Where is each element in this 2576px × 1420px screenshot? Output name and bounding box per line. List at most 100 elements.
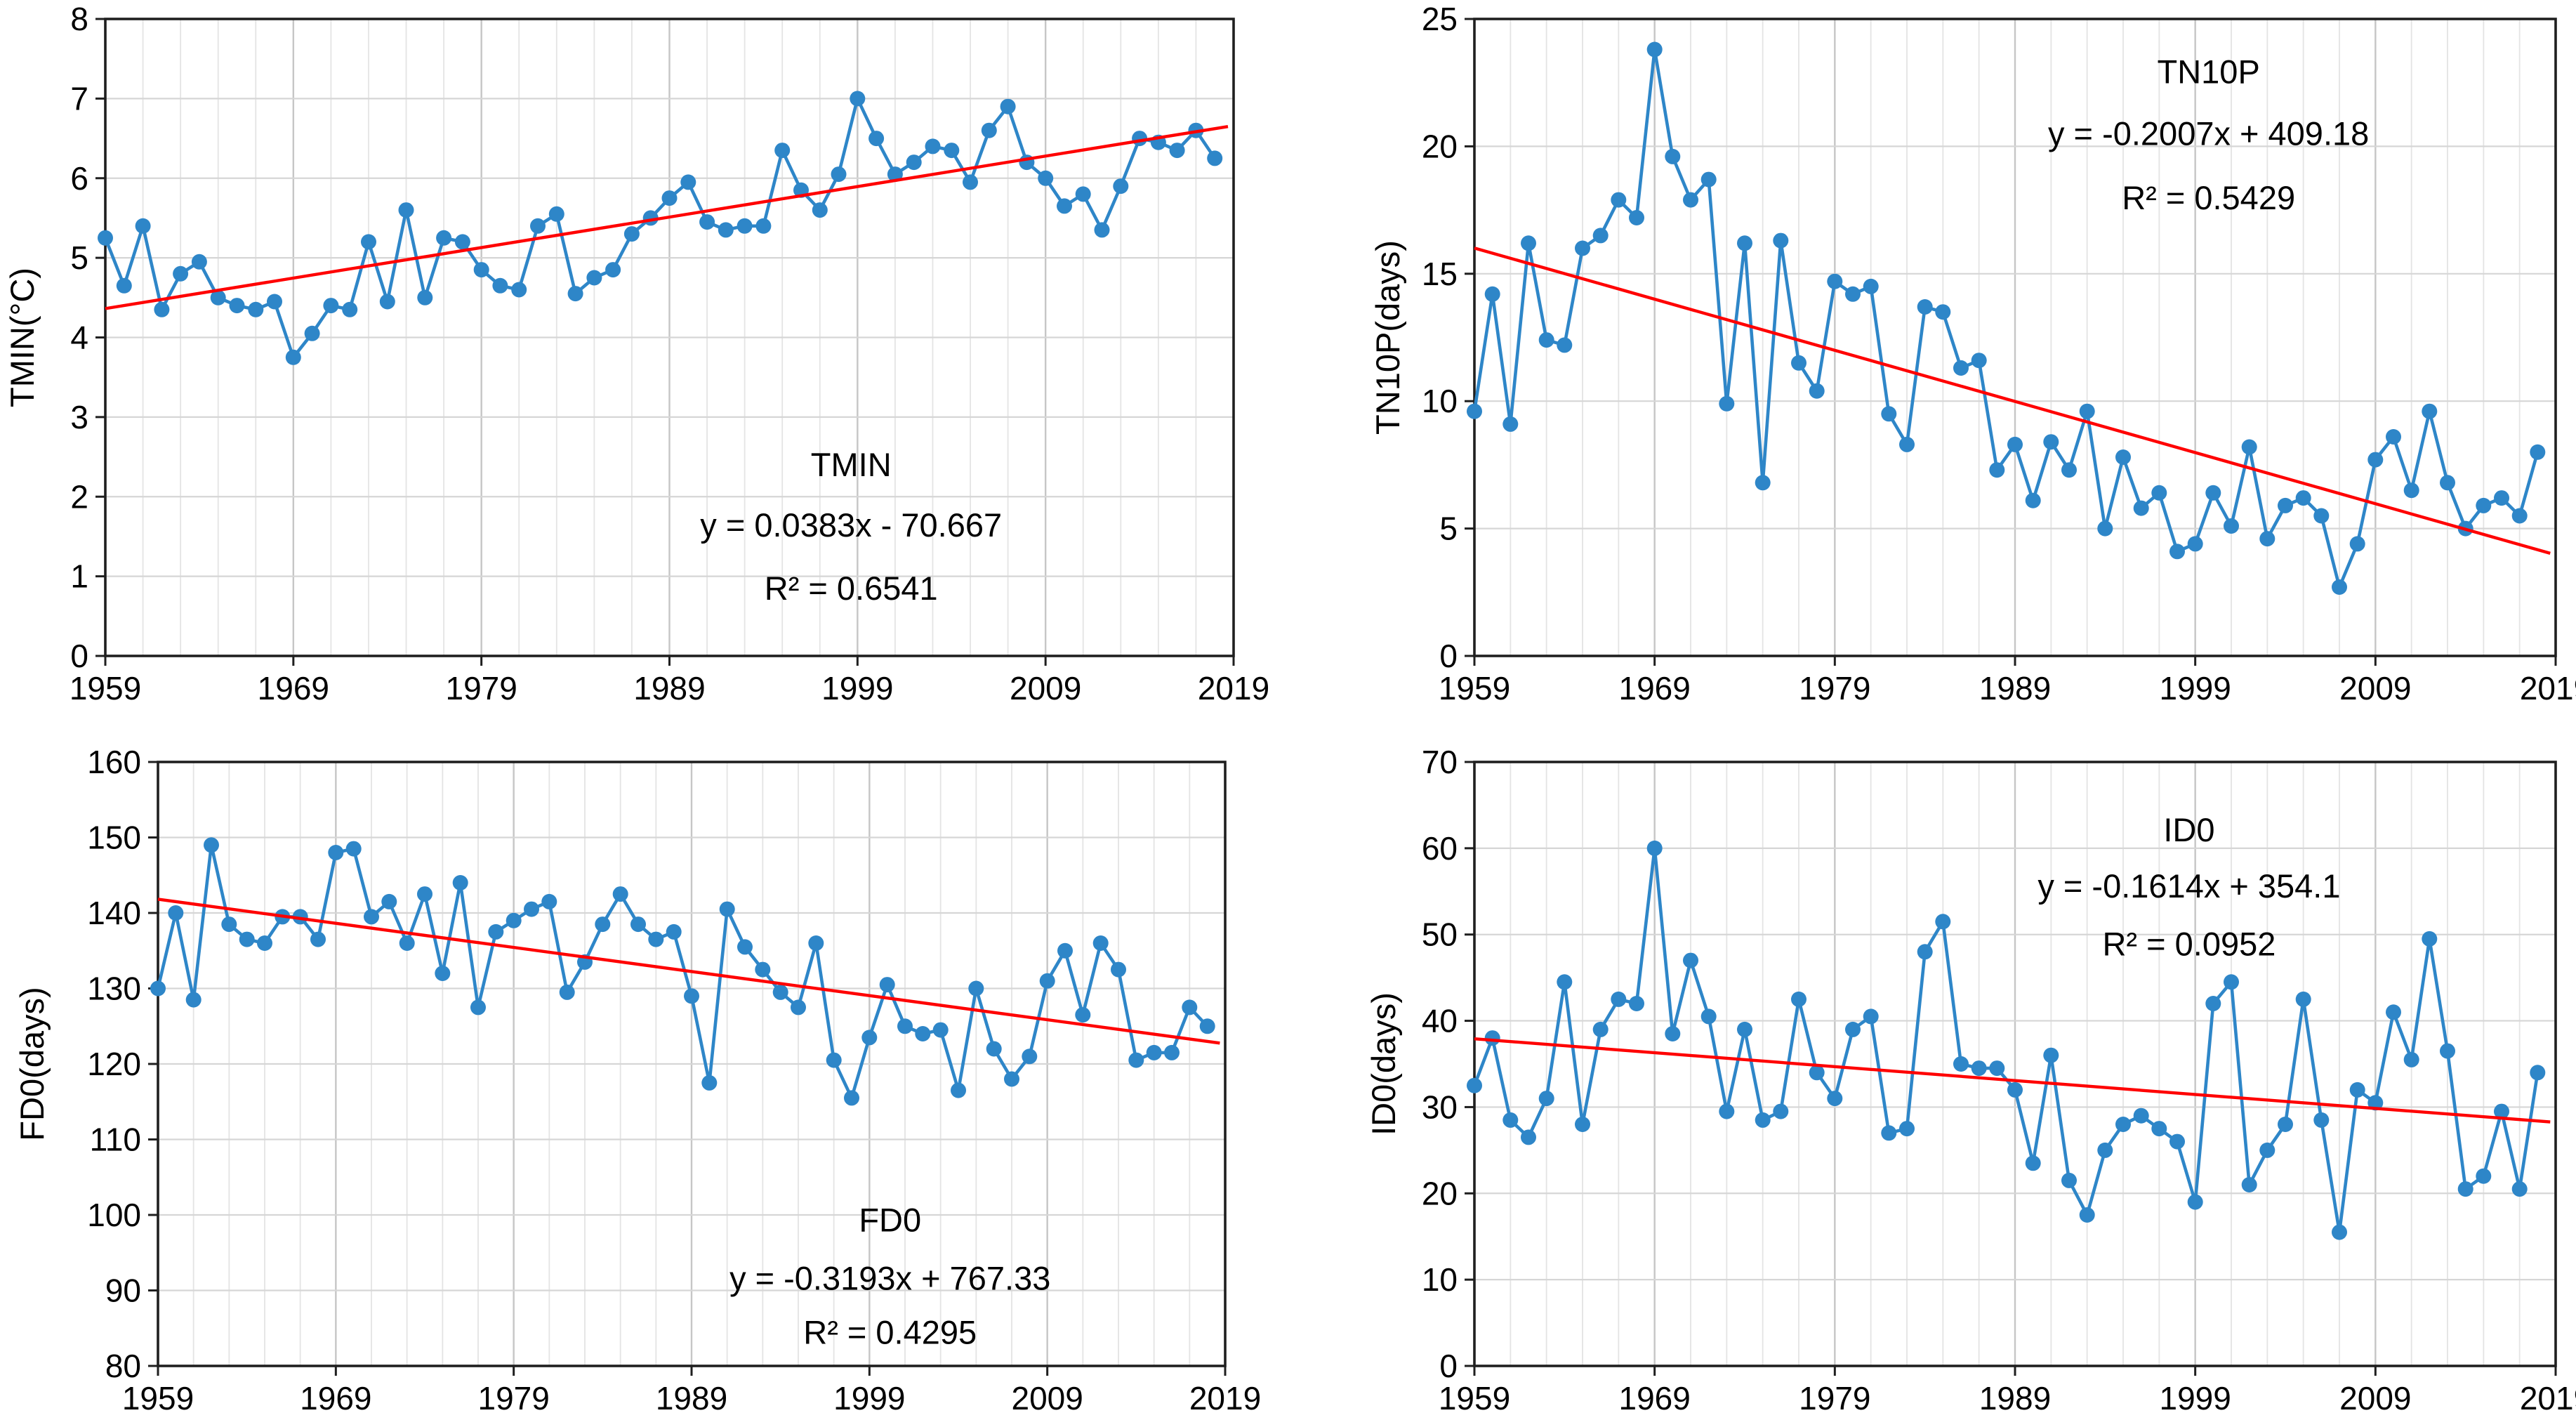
svg-text:2019: 2019 xyxy=(2520,670,2576,706)
svg-text:1979: 1979 xyxy=(1799,670,1870,706)
tn10p-equation: y = -0.2007x + 409.18 xyxy=(2048,114,2369,152)
chart-panel-tn10p: 1959 1969 1979 1989 1999 2009 2019 0 5 10 15 20 25 TN… xyxy=(1288,0,2576,714)
svg-text:25: 25 xyxy=(1422,1,1458,37)
svg-text:1969: 1969 xyxy=(1618,670,1690,706)
id0-tick-marks xyxy=(1465,761,2557,1376)
tmin-r-squared: R² = 0.6541 xyxy=(765,570,938,607)
svg-text:5: 5 xyxy=(1439,511,1458,547)
svg-text:1989: 1989 xyxy=(656,1380,727,1416)
tmin-trend-line xyxy=(105,124,1229,310)
fd0-gridlines xyxy=(158,762,1225,1366)
chart-tn10p: 1959 1969 1979 1989 1999 2009 2019 0 5 10 15 20 25 TN… xyxy=(1369,1,2576,706)
svg-text:2: 2 xyxy=(70,478,88,515)
svg-text:15: 15 xyxy=(1422,256,1458,292)
svg-text:1989: 1989 xyxy=(1979,1380,2051,1416)
svg-text:100: 100 xyxy=(87,1197,141,1233)
chart-fd0: 1959 1969 1979 1989 1999 2009 2019 80 90 100 110 12… xyxy=(13,744,1261,1416)
tn10p-data-series xyxy=(1467,41,2546,595)
svg-text:1959: 1959 xyxy=(1439,670,1510,706)
id0-r-squared: R² = 0.0952 xyxy=(2102,926,2276,963)
svg-text:6: 6 xyxy=(70,160,88,197)
svg-text:2019: 2019 xyxy=(1198,670,1269,706)
svg-text:0: 0 xyxy=(1439,638,1458,674)
svg-text:3: 3 xyxy=(70,399,88,435)
svg-text:110: 110 xyxy=(90,1122,141,1158)
svg-text:0: 0 xyxy=(1439,1348,1458,1384)
svg-text:10: 10 xyxy=(1422,1261,1458,1298)
svg-text:5: 5 xyxy=(70,239,88,276)
svg-text:1999: 1999 xyxy=(833,1380,905,1416)
fd0-trend-line xyxy=(157,898,1220,1045)
svg-text:10: 10 xyxy=(1422,383,1458,419)
id0-label: ID0 xyxy=(2163,811,2214,848)
svg-text:1979: 1979 xyxy=(477,1380,549,1416)
tmin-label: TMIN xyxy=(811,446,892,483)
svg-text:20: 20 xyxy=(1422,128,1458,164)
id0-equation: y = -0.1614x + 354.1 xyxy=(2037,867,2340,905)
svg-text:7: 7 xyxy=(70,80,88,117)
tmin-equation: y = 0.0383x - 70.667 xyxy=(700,506,1002,544)
svg-text:80: 80 xyxy=(105,1348,141,1384)
svg-text:20: 20 xyxy=(1422,1175,1458,1211)
svg-text:1: 1 xyxy=(70,558,88,595)
svg-text:1969: 1969 xyxy=(1618,1380,1690,1416)
svg-text:1989: 1989 xyxy=(1979,670,2051,706)
chart-tmin: 1959 1969 1979 1989 1999 2009 2019 0 1 2 3 4 5 6 7 8 TMI… xyxy=(4,1,1269,706)
tmin-y-tick-labels: 0 1 2 3 4 5 6 7 8 xyxy=(70,1,88,674)
svg-text:1999: 1999 xyxy=(2159,1380,2231,1416)
id0-annotation: ID0 y = -0.1614x + 354.1 R² = 0.0952 xyxy=(2037,811,2340,963)
svg-text:2009: 2009 xyxy=(1010,670,1081,706)
svg-text:2009: 2009 xyxy=(1011,1380,1083,1416)
svg-text:50: 50 xyxy=(1422,916,1458,953)
id0-x-tick-labels: 1959 1969 1979 1989 1999 2009 2019 xyxy=(1439,1380,2576,1416)
fd0-label: FD0 xyxy=(859,1202,921,1239)
svg-text:1979: 1979 xyxy=(445,670,517,706)
svg-text:120: 120 xyxy=(87,1046,141,1082)
svg-text:2009: 2009 xyxy=(2339,670,2411,706)
fd0-equation: y = -0.3193x + 767.33 xyxy=(729,1259,1050,1296)
svg-text:1959: 1959 xyxy=(70,670,141,706)
svg-text:60: 60 xyxy=(1422,830,1458,867)
chart-panel-id0: 1959 1969 1979 1989 1999 2009 2019 0 10 20 30 40 50 6… xyxy=(1288,710,2576,1420)
fd0-tick-marks xyxy=(148,761,1227,1376)
svg-text:30: 30 xyxy=(1422,1089,1458,1125)
svg-text:70: 70 xyxy=(1422,744,1458,780)
svg-text:2009: 2009 xyxy=(2339,1380,2411,1416)
svg-text:1959: 1959 xyxy=(122,1380,194,1416)
fd0-annotation: FD0 y = -0.3193x + 767.33 R² = 0.4295 xyxy=(729,1202,1050,1351)
svg-text:160: 160 xyxy=(87,744,141,780)
tn10p-tick-marks xyxy=(1465,18,2557,666)
svg-text:1969: 1969 xyxy=(300,1380,371,1416)
svg-text:1999: 1999 xyxy=(2159,670,2231,706)
svg-text:1979: 1979 xyxy=(1799,1380,1870,1416)
id0-trend-line xyxy=(1474,1037,2551,1124)
chart-id0: 1959 1969 1979 1989 1999 2009 2019 0 10 20 30 40 50 6… xyxy=(1365,744,2576,1416)
svg-text:0: 0 xyxy=(70,638,88,674)
tn10p-annotation: TN10P y = -0.2007x + 409.18 R² = 0.5429 xyxy=(2048,53,2369,216)
tn10p-label: TN10P xyxy=(2158,53,2260,90)
svg-text:40: 40 xyxy=(1422,1003,1458,1039)
id0-gridlines xyxy=(1474,762,2556,1366)
tmin-gridlines xyxy=(105,19,1234,656)
svg-text:150: 150 xyxy=(87,820,141,856)
fd0-y-tick-labels: 80 90 100 110 120 130 140 150 160 xyxy=(87,744,141,1384)
svg-text:90: 90 xyxy=(105,1273,141,1309)
svg-text:1999: 1999 xyxy=(821,670,893,706)
svg-text:1969: 1969 xyxy=(258,670,329,706)
tn10p-gridlines xyxy=(1474,19,2556,656)
svg-text:1989: 1989 xyxy=(633,670,705,706)
svg-text:2019: 2019 xyxy=(2520,1380,2576,1416)
tn10p-y-axis-title: TN10P(days) xyxy=(1369,240,1406,435)
fd0-r-squared: R² = 0.4295 xyxy=(803,1314,977,1351)
svg-text:2019: 2019 xyxy=(1189,1380,1261,1416)
tmin-y-axis-title: TMIN(°C) xyxy=(4,268,41,407)
svg-text:8: 8 xyxy=(70,1,88,37)
chart-panel-fd0: 1959 1969 1979 1989 1999 2009 2019 80 90 100 110 12… xyxy=(0,710,1288,1420)
tn10p-r-squared: R² = 0.5429 xyxy=(2122,179,2295,216)
id0-y-tick-labels: 0 10 20 30 40 50 60 70 xyxy=(1422,744,1458,1384)
tn10p-y-tick-labels: 0 5 10 15 20 25 xyxy=(1422,1,1458,674)
id0-y-axis-title: ID0(days) xyxy=(1365,992,1402,1136)
svg-text:4: 4 xyxy=(70,320,88,356)
tn10p-trend-line xyxy=(1474,246,2551,555)
